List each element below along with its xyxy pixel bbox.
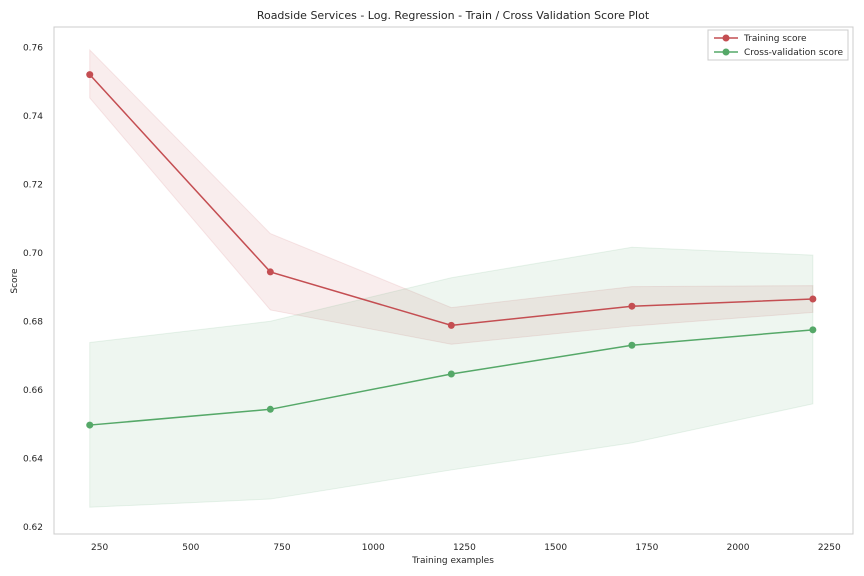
- x-tick-label: 2250: [818, 543, 841, 553]
- x-tick-label: 1500: [544, 543, 567, 553]
- series-0-point: [447, 321, 455, 329]
- y-tick-label: 0.70: [23, 249, 43, 259]
- x-tick-label: 500: [182, 543, 199, 553]
- legend-label-0: Training score: [743, 34, 807, 44]
- x-tick-label: 1250: [453, 543, 476, 553]
- legend-marker-0: [722, 34, 730, 42]
- series-0-point: [266, 268, 274, 276]
- y-tick-label: 0.64: [23, 455, 43, 465]
- y-tick-label: 0.74: [23, 112, 43, 122]
- x-axis-label: Training examples: [411, 556, 494, 566]
- plot-area: 250 500 750 1000 1250 1500 1750 2000 2250 0.62 0.6…: [23, 26, 854, 553]
- y-tick-label: 0.72: [23, 181, 43, 191]
- x-tick-label: 2000: [727, 543, 750, 553]
- series-1-point: [628, 341, 636, 349]
- y-tick-label: 0.62: [23, 523, 43, 533]
- series-0-point: [86, 71, 94, 79]
- series-1-point: [447, 370, 455, 378]
- series-0-point: [628, 302, 636, 310]
- series-0-point: [809, 295, 817, 303]
- legend: Training score Cross-validation score: [707, 29, 849, 61]
- x-tick-label: 250: [91, 543, 108, 553]
- x-tick-label: 1000: [362, 543, 385, 553]
- series-1-point: [86, 421, 94, 429]
- plot-frame: [53, 26, 854, 535]
- legend-box: [707, 29, 849, 61]
- y-axis-label: Score: [10, 268, 20, 294]
- series-1-point: [809, 326, 817, 334]
- legend-label-1: Cross-validation score: [744, 48, 843, 58]
- legend-marker-1: [722, 48, 730, 56]
- y-tick-label: 0.68: [23, 318, 43, 328]
- y-tick-label: 0.76: [23, 44, 43, 54]
- x-tick-label: 1750: [635, 543, 658, 553]
- chart-title: Roadside Services - Log. Regression - Tr…: [257, 9, 650, 22]
- y-tick-label: 0.66: [23, 386, 43, 396]
- series-1-point: [266, 405, 274, 413]
- x-tick-label: 750: [273, 543, 290, 553]
